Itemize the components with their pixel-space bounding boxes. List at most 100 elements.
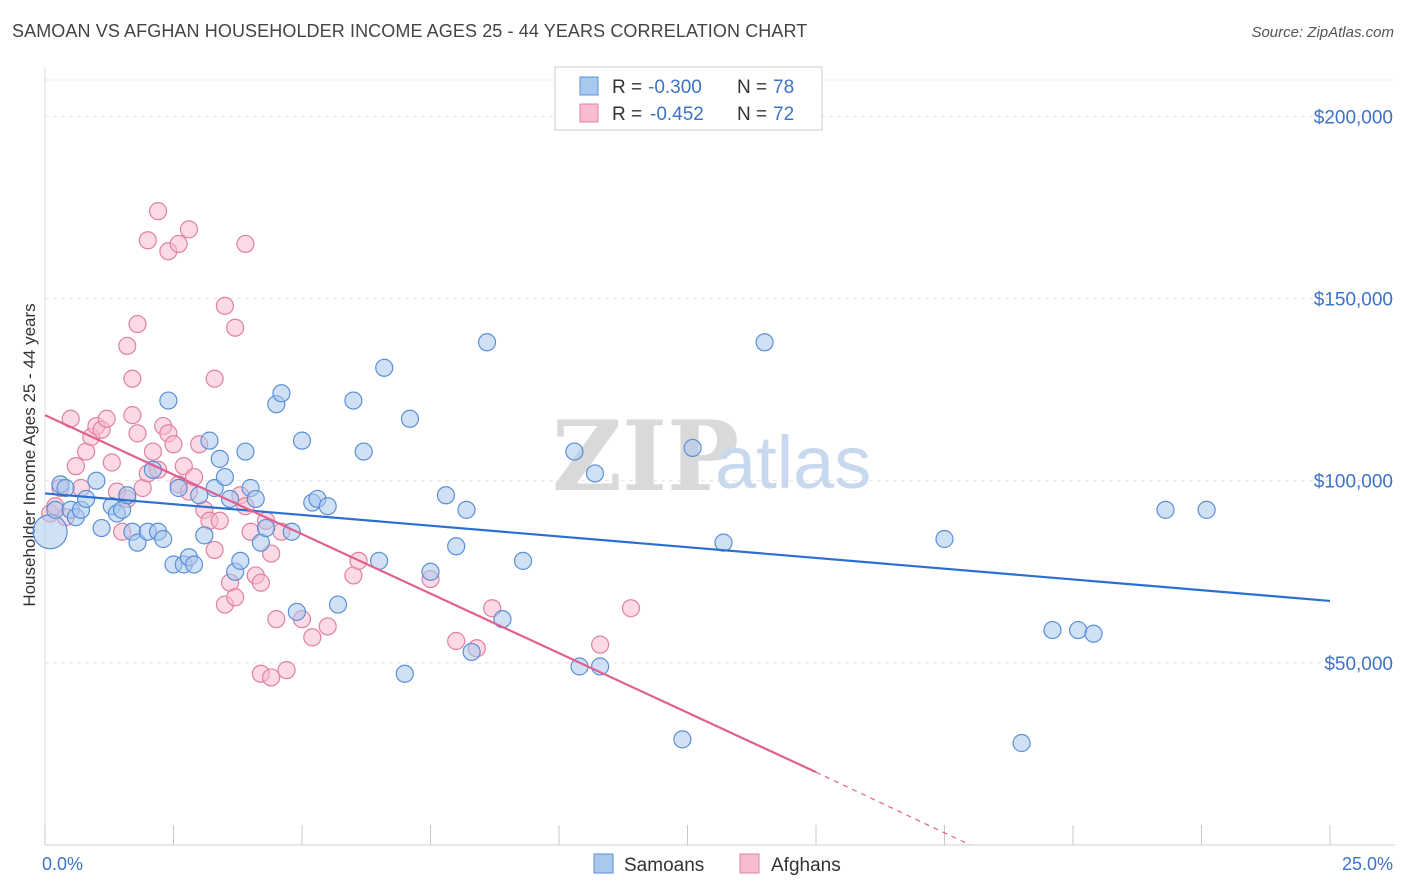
bottom-legend-label-afghans: Afghans: [771, 855, 841, 876]
samoans-point-44: [292, 431, 312, 450]
samoans-point-67: [673, 730, 692, 749]
samoans-point-48: [328, 595, 348, 614]
afghans-point-57: [621, 599, 641, 618]
source-label: Source: ZipAtlas.com: [1251, 24, 1394, 41]
axes: [44, 68, 1395, 846]
afghans-point-12: [102, 453, 121, 472]
watermark-zip: ZIP: [552, 400, 739, 513]
afghans-point-60: [128, 314, 147, 334]
samoans-point-77: [1197, 500, 1216, 519]
samoans-point-62: [513, 551, 533, 570]
samoans-point-34: [231, 551, 250, 570]
afghans-point-44: [267, 610, 286, 629]
afghans-point-33: [210, 511, 229, 530]
samoans-point-53: [395, 664, 414, 683]
y-tick-label-0: $50,000: [1324, 654, 1393, 675]
afghans-point-5: [66, 457, 85, 476]
afghans-point-67: [215, 296, 234, 315]
samoans-point-52: [375, 358, 394, 377]
afghans-point-32: [205, 540, 224, 560]
bottom-legend-label-samoans: Samoans: [624, 855, 704, 876]
afghans-point-71: [262, 668, 281, 687]
chart-title: SAMOAN VS AFGHAN HOUSEHOLDER INCOME AGES…: [12, 21, 808, 41]
samoans-point-74: [1069, 620, 1088, 640]
trend-lines: [44, 414, 1331, 846]
samoans-point-47: [318, 497, 337, 516]
afghans-point-59: [123, 369, 142, 388]
watermark-atlas: atlas: [715, 421, 871, 504]
samoans-point-25: [184, 555, 204, 574]
afghans-point-66: [205, 369, 224, 388]
afghans-point-20: [143, 442, 163, 461]
samoans-point-58: [457, 500, 476, 519]
samoans-point-55: [421, 562, 440, 581]
samoans-point-35: [236, 442, 255, 461]
samoans-point-0: [32, 514, 68, 550]
afghans-point-62: [148, 202, 168, 221]
samoans-point-43: [287, 602, 306, 621]
afghans-point-41: [251, 573, 270, 592]
samoans-point-41: [272, 384, 291, 403]
afghans-point-46: [277, 661, 296, 680]
bottom-legend-swatch-afghans: [739, 853, 760, 874]
samoans-points: [32, 333, 1216, 753]
samoans-point-37: [246, 489, 265, 509]
samoans-point-69: [714, 533, 733, 552]
samoans-point-59: [462, 642, 481, 662]
legend: R = -0.300 N = 78 R = -0.452 N = 72: [554, 66, 823, 131]
samoans-point-1: [46, 500, 65, 519]
afghans-point-53: [447, 631, 466, 651]
afghans-point-36: [226, 588, 245, 607]
legend-n-label-afghans: N =: [737, 104, 767, 125]
afghans-points: [41, 202, 641, 687]
afghans-point-69: [236, 234, 255, 254]
legend-r-value-samoans: -0.300: [648, 77, 702, 98]
samoans-point-63: [565, 442, 584, 461]
afghans-point-49: [318, 617, 337, 636]
samoans-point-65: [585, 464, 605, 483]
samoans-point-9: [92, 518, 111, 538]
samoans-point-20: [159, 391, 178, 410]
afghans-point-64: [169, 234, 188, 254]
afghans-point-11: [97, 409, 116, 428]
legend-r-value-afghans: -0.452: [650, 104, 704, 125]
afghans-point-58: [118, 336, 137, 356]
legend-n-label-samoans: N =: [737, 77, 767, 98]
samoans-point-7: [77, 489, 96, 509]
samoans-point-60: [477, 333, 497, 352]
y-tick-label-1: $100,000: [1314, 472, 1393, 493]
samoans-point-22: [169, 478, 188, 498]
samoans-point-39: [256, 518, 276, 538]
samoans-point-30: [210, 449, 229, 468]
samoans-point-68: [683, 438, 702, 458]
samoans-point-19: [154, 529, 173, 549]
legend-n-value-samoans: 78: [773, 77, 794, 98]
y-tick-label-2: $150,000: [1314, 290, 1393, 311]
afghans-point-65: [179, 220, 199, 239]
legend-r-label-samoans: R =: [612, 77, 642, 98]
afghans-point-61: [138, 231, 157, 250]
samoans-point-72: [1012, 733, 1031, 753]
samoans-point-54: [400, 409, 420, 428]
y-tick-label-3: $200,000: [1314, 107, 1393, 128]
legend-n-value-afghans: 72: [773, 104, 794, 125]
legend-swatch-samoans: [579, 76, 599, 96]
samoans-point-27: [195, 526, 214, 545]
afghans-trend-extension: [815, 771, 971, 846]
x-tick-label-0: 0.0%: [42, 854, 83, 874]
legend-swatch-afghans: [579, 103, 599, 123]
tick-labels: $50,000 $100,000 $150,000 $200,000 0.0% 25.0%: [42, 107, 1393, 874]
bottom-legend: Samoans Afghans: [593, 853, 841, 876]
legend-box: [554, 66, 823, 131]
legend-r-label-afghans: R =: [612, 104, 642, 125]
afghans-point-68: [226, 318, 245, 337]
x-tick-label-1: 25.0%: [1342, 854, 1393, 874]
afghans-point-24: [164, 435, 183, 454]
samoans-point-56: [436, 486, 456, 505]
afghans-point-16: [123, 406, 142, 425]
samoans-point-70: [755, 333, 774, 352]
samoans-point-57: [447, 537, 466, 556]
samoans-point-31: [215, 467, 234, 487]
samoans-point-73: [1043, 620, 1062, 640]
afghans-point-56: [591, 635, 610, 654]
